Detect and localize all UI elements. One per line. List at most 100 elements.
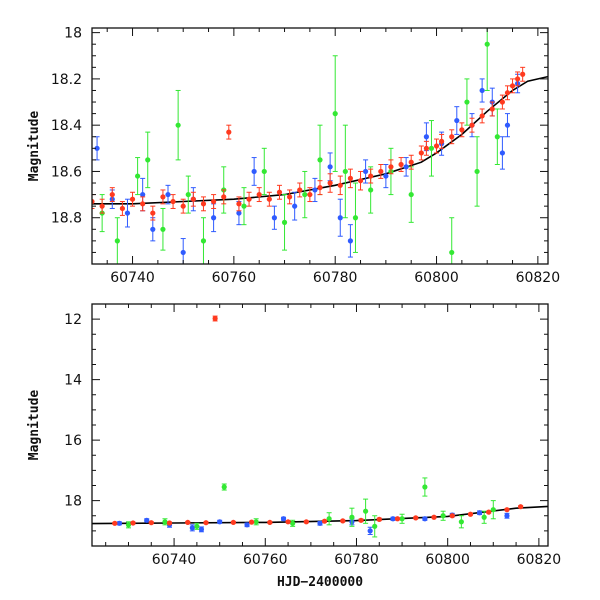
- bottom-y-tick-label: 16: [64, 433, 82, 449]
- top-y-tick-label: 18: [64, 26, 82, 42]
- top-y-tick-label: 18.6: [51, 164, 82, 180]
- bottom-data-point: [504, 513, 510, 519]
- bottom-panel: 60740 60760 60780 60800 60820 12 14 16 18 Magnit…: [27, 303, 561, 590]
- top-data-point: [342, 168, 348, 175]
- bottom-data-point: [349, 514, 355, 520]
- bottom-data-point: [194, 523, 200, 529]
- top-data-point: [312, 187, 318, 193]
- top-data-point: [185, 191, 191, 198]
- bottom-data-point: [189, 525, 195, 531]
- top-panel-marks: [92, 28, 548, 264]
- top-x-tick-label: 60820: [516, 270, 561, 286]
- top-data-point: [474, 168, 480, 175]
- top-data-point: [211, 215, 217, 221]
- top-data-point: [99, 203, 105, 209]
- bottom-data-point: [162, 519, 168, 525]
- top-data-point: [226, 129, 232, 135]
- top-panel-axes: 60740 60760 60780 60800 60820 18 18.2 18.4 18.6 1…: [51, 26, 560, 286]
- top-data-point: [449, 134, 455, 140]
- top-data-point: [515, 76, 521, 82]
- top-data-point: [145, 157, 151, 163]
- bottom-data-point: [399, 516, 405, 522]
- bottom-data-point: [367, 528, 373, 534]
- top-data-point: [271, 215, 277, 221]
- bottom-data-point: [203, 520, 209, 526]
- bottom-y-tick-label: 14: [64, 373, 82, 389]
- top-data-point: [180, 203, 186, 209]
- bottom-series-1: [125, 477, 496, 538]
- bottom-data-point: [413, 515, 419, 521]
- bottom-data-point: [440, 513, 446, 519]
- bottom-data-point: [477, 510, 483, 516]
- bottom-data-point: [394, 516, 401, 522]
- top-data-point: [378, 168, 384, 175]
- top-data-point: [433, 143, 440, 149]
- bottom-data-point: [290, 520, 296, 526]
- bottom-data-point: [221, 484, 227, 490]
- top-x-tick-label: 60800: [414, 270, 459, 286]
- top-data-point: [337, 215, 343, 221]
- top-data-point: [332, 111, 338, 117]
- x-axis-label: HJD−2400000: [277, 575, 363, 590]
- top-data-point: [509, 83, 516, 89]
- bottom-x-tick-label: 60800: [425, 552, 470, 568]
- bottom-data-point: [422, 484, 428, 490]
- top-data-point: [327, 164, 333, 170]
- bottom-data-point: [212, 315, 218, 322]
- top-data-point: [261, 168, 267, 175]
- bottom-data-point: [431, 514, 437, 520]
- top-data-point: [200, 201, 207, 207]
- top-data-point: [504, 90, 511, 96]
- bottom-series-2: [112, 315, 524, 526]
- top-y-tick-label: 18.4: [51, 118, 82, 134]
- bottom-data-point: [317, 520, 323, 526]
- top-data-point: [484, 41, 490, 47]
- bottom-data-point: [253, 519, 259, 525]
- top-data-point: [464, 99, 470, 105]
- bottom-data-point: [148, 520, 154, 526]
- top-data-point: [489, 106, 495, 112]
- bottom-data-point: [467, 511, 474, 517]
- bottom-panel-frame: [91, 303, 549, 547]
- bottom-fit-curve: [92, 505, 548, 525]
- top-data-point: [175, 122, 181, 128]
- top-x-tick-label: 60760: [212, 270, 257, 286]
- top-data-point: [408, 159, 414, 165]
- bottom-y-tick-label: 12: [64, 312, 82, 328]
- top-data-point: [160, 226, 166, 232]
- top-data-point: [236, 210, 242, 216]
- bottom-data-point: [340, 518, 346, 524]
- bottom-data-point: [244, 522, 250, 528]
- top-x-tick-label: 60740: [110, 270, 155, 286]
- top-data-point: [246, 196, 252, 202]
- bottom-data-point: [458, 519, 464, 525]
- top-panel: 60740 60760 60780 60800 60820 18 18.2 18.4 18.6 1…: [27, 26, 560, 286]
- bottom-x-tick-label: 60780: [334, 552, 379, 568]
- bottom-data-point: [144, 517, 150, 523]
- top-data-point: [403, 164, 409, 170]
- top-data-point: [499, 150, 505, 156]
- top-data-point: [368, 187, 374, 193]
- top-data-point: [459, 127, 465, 133]
- top-data-point: [418, 150, 424, 156]
- top-data-point: [236, 201, 242, 207]
- top-data-point: [281, 219, 288, 225]
- bottom-data-point: [504, 507, 510, 513]
- bottom-data-point: [422, 516, 428, 522]
- bottom-data-point: [280, 516, 287, 522]
- bottom-panel-axes: 60740 60760 60780 60800 60820 12 14 16 18: [64, 303, 561, 568]
- bottom-data-point: [376, 516, 382, 522]
- top-data-point: [499, 99, 505, 105]
- top-data-point: [357, 178, 364, 184]
- top-data-point: [504, 122, 511, 128]
- top-data-point: [383, 173, 389, 179]
- top-series-2: [92, 66, 526, 221]
- top-data-point: [251, 168, 257, 175]
- top-data-point: [119, 205, 125, 212]
- bottom-data-point: [267, 519, 273, 526]
- top-data-point: [439, 138, 445, 144]
- top-data-point: [449, 249, 455, 256]
- top-data-point: [317, 185, 323, 191]
- top-data-point: [135, 173, 141, 179]
